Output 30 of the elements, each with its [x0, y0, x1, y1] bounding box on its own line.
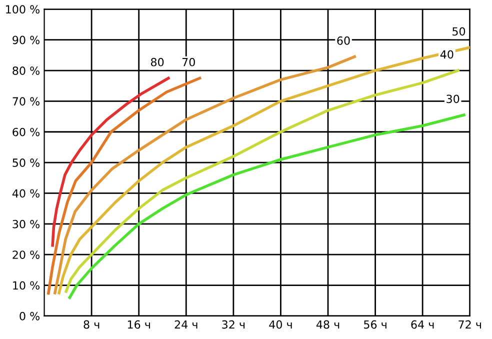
line-series	[47, 76, 202, 295]
line-series	[51, 76, 170, 247]
series-label: 60	[337, 36, 350, 45]
x-tick-label: 48 ч	[316, 320, 340, 329]
y-tick-label: 90 %	[12, 36, 40, 44]
y-tick-label: 0 %	[20, 312, 40, 320]
line-series	[54, 55, 356, 294]
line-series	[68, 114, 466, 299]
y-tick-label: 100 %	[6, 5, 40, 14]
x-tick-label: 24 ч	[174, 320, 198, 329]
x-tick-label: 56 ч	[364, 320, 386, 329]
series-label: 40	[440, 50, 454, 59]
series-label: 30	[446, 94, 460, 104]
x-tick-label: 8 ч	[84, 320, 100, 329]
y-tick-label: 80 %	[12, 66, 40, 75]
y-tick-label: 40 %	[12, 189, 40, 198]
x-tick-label: 64 ч	[411, 320, 434, 329]
y-tick-label: 60 %	[12, 128, 40, 136]
series-label: 80	[150, 58, 164, 66]
y-tick-label: 50 %	[12, 158, 40, 167]
x-tick-label: 16 ч	[128, 320, 150, 329]
y-tick-label: 10 %	[13, 281, 40, 290]
x-tick-label: 72 ч	[458, 320, 481, 329]
series-label: 70	[182, 58, 195, 66]
y-tick-label: 30 %	[12, 220, 40, 228]
x-tick-label: 32 ч	[222, 320, 245, 329]
x-tick-label: 40 ч	[269, 320, 292, 329]
series-label: 50	[452, 27, 466, 36]
y-tick-label: 20 %	[12, 250, 40, 259]
y-tick-label: 70 %	[12, 97, 40, 106]
